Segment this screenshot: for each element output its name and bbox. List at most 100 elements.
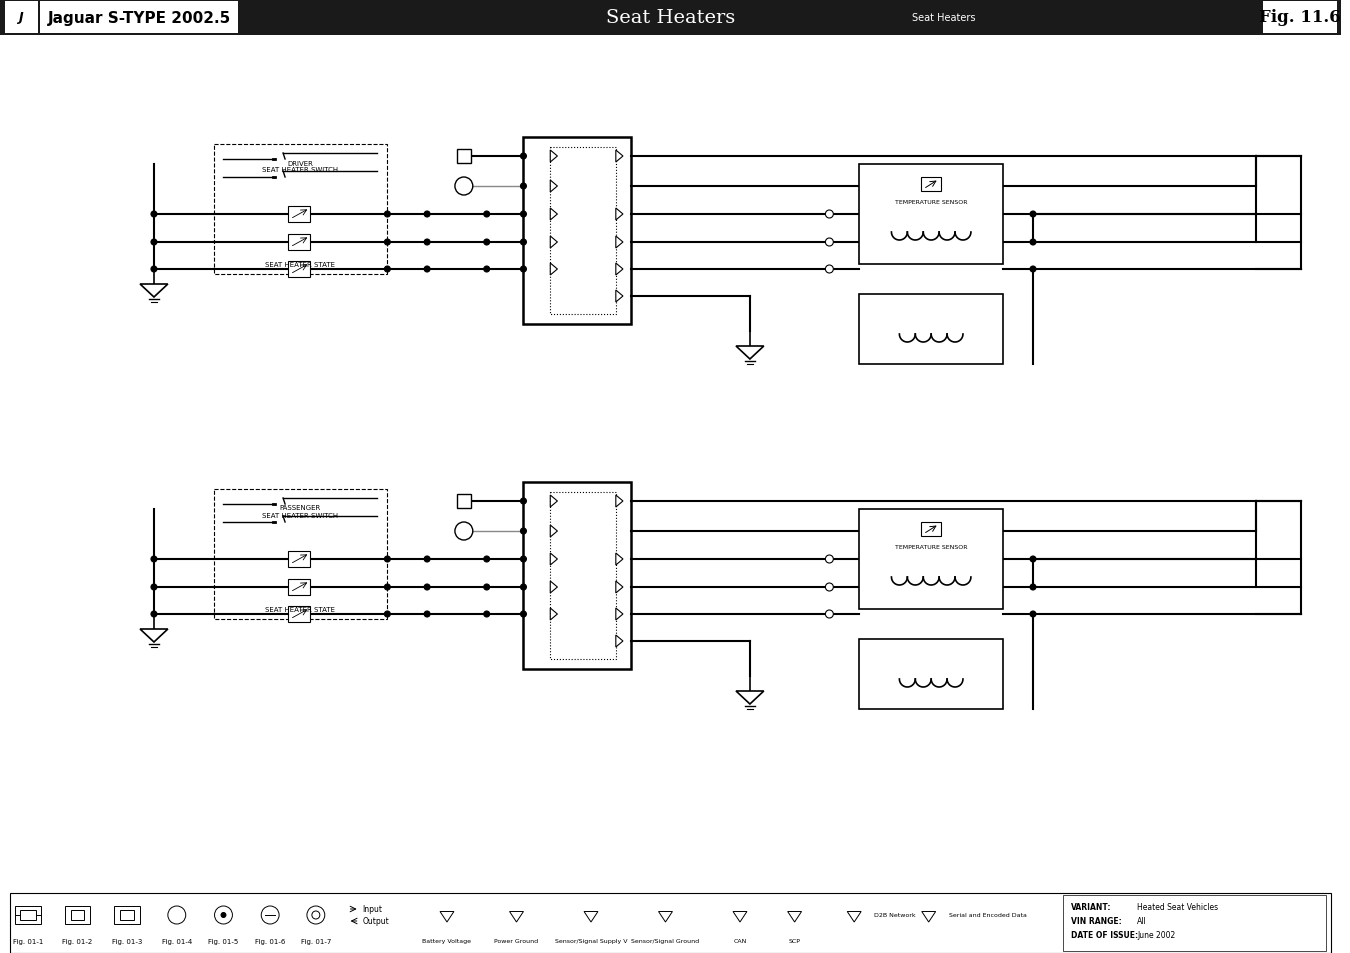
- Text: Fig. 01-1: Fig. 01-1: [12, 938, 43, 944]
- Circle shape: [1030, 612, 1035, 618]
- Polygon shape: [616, 554, 622, 565]
- Bar: [859, 510, 1003, 609]
- Circle shape: [385, 267, 390, 273]
- Circle shape: [483, 557, 490, 562]
- Circle shape: [521, 240, 526, 246]
- Text: Serial and Encoded Data: Serial and Encoded Data: [949, 913, 1026, 918]
- Circle shape: [455, 522, 472, 540]
- Polygon shape: [848, 911, 861, 923]
- Bar: [288, 552, 311, 567]
- Circle shape: [262, 906, 279, 924]
- Circle shape: [385, 557, 390, 562]
- Circle shape: [424, 267, 431, 273]
- Circle shape: [521, 184, 526, 190]
- Bar: [859, 639, 1003, 709]
- Circle shape: [424, 584, 431, 590]
- Bar: [921, 178, 941, 192]
- Circle shape: [151, 212, 157, 218]
- Polygon shape: [509, 911, 524, 923]
- Text: Fig. 01-4: Fig. 01-4: [162, 938, 192, 944]
- Polygon shape: [616, 496, 622, 507]
- Circle shape: [521, 153, 526, 160]
- Polygon shape: [787, 911, 802, 923]
- Polygon shape: [616, 209, 622, 221]
- Bar: [1062, 895, 1326, 951]
- Circle shape: [455, 178, 472, 195]
- Text: All: All: [1137, 917, 1148, 925]
- Text: TEMPERATURE SENSOR: TEMPERATURE SENSOR: [895, 200, 968, 205]
- Polygon shape: [551, 236, 558, 249]
- Circle shape: [385, 212, 390, 218]
- Polygon shape: [616, 636, 622, 647]
- Circle shape: [483, 612, 490, 618]
- Polygon shape: [736, 691, 764, 704]
- Bar: [115, 906, 140, 924]
- Polygon shape: [616, 264, 622, 275]
- Text: June 2002: June 2002: [1137, 930, 1176, 940]
- Text: SEAT HEATER STATE: SEAT HEATER STATE: [266, 262, 335, 268]
- Bar: [15, 906, 40, 924]
- Bar: [65, 906, 90, 924]
- Bar: [859, 294, 1003, 365]
- Polygon shape: [551, 554, 558, 565]
- Text: J: J: [19, 11, 23, 25]
- Circle shape: [1030, 212, 1035, 218]
- Circle shape: [483, 267, 490, 273]
- Text: Fig. 11.6: Fig. 11.6: [1260, 10, 1341, 27]
- Circle shape: [312, 911, 320, 919]
- Circle shape: [483, 212, 490, 218]
- Circle shape: [151, 584, 157, 590]
- Polygon shape: [616, 151, 622, 163]
- Circle shape: [151, 240, 157, 246]
- Text: Seat Heaters: Seat Heaters: [606, 9, 734, 27]
- Circle shape: [385, 240, 390, 246]
- Bar: [288, 262, 311, 277]
- Circle shape: [151, 557, 157, 562]
- Bar: [0, 0, 1341, 36]
- Text: Seat Heaters: Seat Heaters: [911, 13, 975, 23]
- Polygon shape: [616, 236, 622, 249]
- Circle shape: [521, 557, 526, 562]
- Polygon shape: [551, 209, 558, 221]
- Bar: [921, 522, 941, 537]
- Circle shape: [483, 584, 490, 590]
- Text: SEAT HEATER STATE: SEAT HEATER STATE: [266, 606, 335, 613]
- Polygon shape: [551, 181, 558, 193]
- Text: Battery Voltage: Battery Voltage: [423, 939, 471, 943]
- Bar: [120, 910, 134, 920]
- Text: Fig. 01-5: Fig. 01-5: [208, 938, 239, 944]
- Polygon shape: [551, 151, 558, 163]
- Bar: [288, 606, 311, 622]
- Bar: [551, 148, 616, 314]
- Polygon shape: [551, 608, 558, 620]
- Bar: [524, 138, 630, 325]
- Text: VARIANT:: VARIANT:: [1071, 902, 1111, 911]
- Circle shape: [825, 610, 833, 618]
- Text: D2B Network: D2B Network: [873, 913, 915, 918]
- Circle shape: [424, 212, 431, 218]
- Circle shape: [424, 557, 431, 562]
- Polygon shape: [585, 911, 598, 923]
- Circle shape: [825, 583, 833, 592]
- Text: SCP: SCP: [788, 939, 801, 943]
- Text: Jaguar S-TYPE 2002.5: Jaguar S-TYPE 2002.5: [47, 10, 231, 26]
- Text: Heated Seat Vehicles: Heated Seat Vehicles: [1137, 902, 1219, 911]
- Text: VIN RANGE:: VIN RANGE:: [1071, 917, 1122, 925]
- Polygon shape: [140, 285, 167, 297]
- Circle shape: [1030, 267, 1035, 273]
- Polygon shape: [616, 608, 622, 620]
- Circle shape: [385, 612, 390, 618]
- Circle shape: [521, 584, 526, 590]
- Circle shape: [1030, 584, 1035, 590]
- Bar: [20, 910, 35, 920]
- Text: DATE OF ISSUE:: DATE OF ISSUE:: [1071, 930, 1138, 940]
- Circle shape: [521, 267, 526, 273]
- Text: Power Ground: Power Ground: [494, 939, 539, 943]
- Polygon shape: [551, 581, 558, 594]
- Polygon shape: [551, 496, 558, 507]
- Circle shape: [1030, 557, 1035, 562]
- Text: Fig. 01-2: Fig. 01-2: [62, 938, 93, 944]
- Circle shape: [521, 612, 526, 618]
- Circle shape: [151, 267, 157, 273]
- Polygon shape: [440, 911, 454, 923]
